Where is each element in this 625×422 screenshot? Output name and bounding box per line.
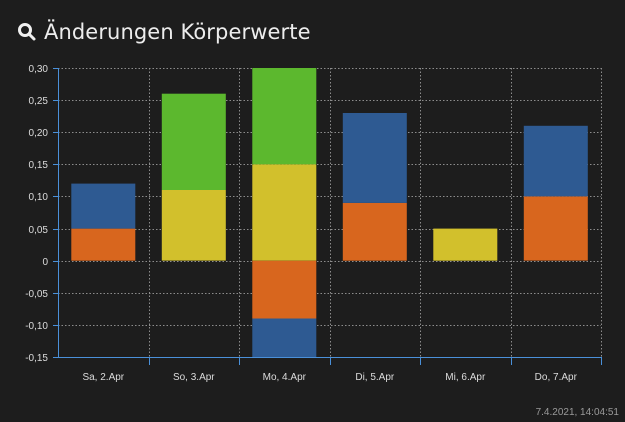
page-title: Änderungen Körperwerte [44,20,311,44]
bar-segment [433,228,498,261]
y-axis-labels: 0,30 0,25 0,20 0,15 0,10 0,05 0 -0,05 -0,10 -0,15 [25,64,48,364]
y-tick-label: 0,25 [29,96,49,107]
y-tick-label: 0,10 [29,192,49,203]
y-tick-label: 0,30 [29,64,49,75]
bar-segment [342,202,407,261]
y-tick-label: 0,15 [29,160,49,171]
chart-grid [58,68,602,358]
bar-segment [523,125,588,197]
x-tick-label: Mi, 6.Apr [445,372,486,383]
bar-segment [252,260,317,319]
y-tick-label: -0,15 [25,353,48,364]
y-tick-label: 0 [42,257,48,268]
bar-segment [71,228,136,261]
bar-segment [342,113,407,203]
x-axis-labels: Sa, 2.Apr So, 3.Apr Mo, 4.Apr Di, 5.Apr Mi, … [82,372,577,383]
x-tick-label: Di, 5.Apr [355,372,395,383]
y-tick-label: -0,10 [25,321,48,332]
x-tick-label: So, 3.Apr [173,372,215,383]
bar-segment [252,164,317,261]
y-tick-label: 0,05 [29,225,49,236]
y-tick-label: -0,05 [25,289,48,300]
bar-segment [161,93,226,190]
x-tick-label: Sa, 2.Apr [82,372,124,383]
last-updated-timestamp: 7.4.2021, 14:04:51 [535,407,619,418]
chart-axes [53,68,602,365]
bar-segment [252,68,317,165]
chart-header: Änderungen Körperwerte [16,16,311,48]
bar-segment [252,318,317,357]
bar-segment [161,190,226,261]
y-tick-label: 0,20 [29,128,49,139]
x-tick-label: Do, 7.Apr [535,372,578,383]
bar-segment [523,196,588,261]
search-icon [18,23,36,41]
chart-bars [71,68,588,357]
x-tick-label: Mo, 4.Apr [263,372,307,383]
bar-segment [71,183,136,229]
